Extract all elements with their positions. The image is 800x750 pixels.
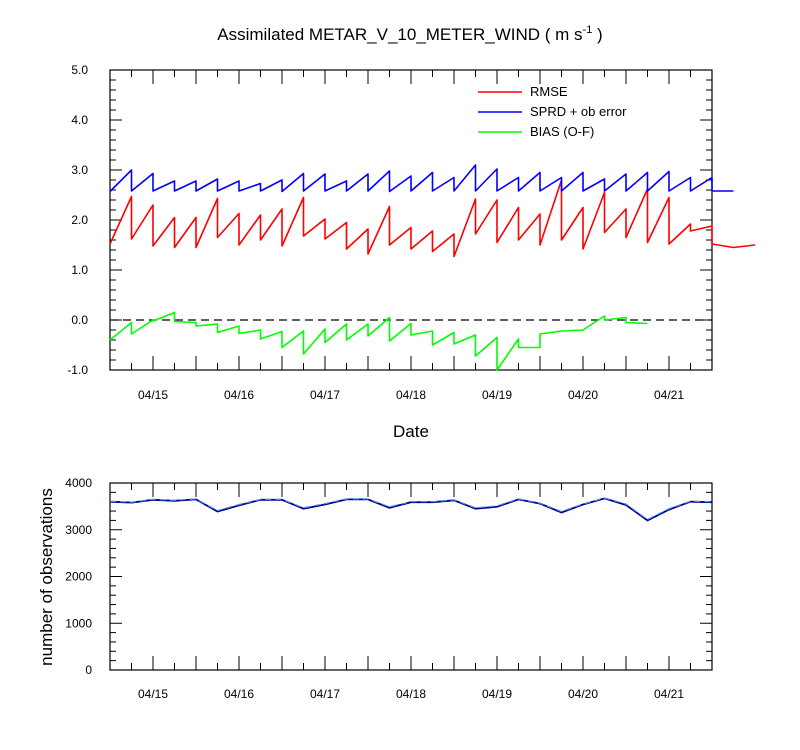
top-plot: 04/15 04/16 04/17 04/18 04/19 04/20 04/21 -1.0 0… (67, 63, 756, 402)
legend-label-sprd: SPRD + ob error (530, 104, 627, 119)
bottom-y-tick-label: 1000 (65, 616, 92, 630)
series-line-bias (109, 311, 648, 371)
top-x-tick-label: 04/19 (482, 388, 512, 402)
chart-title: Assimilated METAR_V_10_METER_WIND ( m s-… (217, 24, 602, 44)
legend: RMSE SPRD + ob error BIAS (O-F) (478, 84, 627, 139)
top-x-axis-title: Date (393, 422, 429, 441)
obs-count-line-1 (109, 497, 713, 521)
bottom-plot: 04/15 04/16 04/17 04/18 04/19 04/20 04/21 0 1000… (65, 476, 713, 701)
series-line-rmse (109, 179, 756, 258)
top-x-tick-label: 04/21 (654, 388, 684, 402)
top-y-tick-label: 4.0 (71, 113, 88, 127)
top-y-tick-label: 0.0 (71, 313, 88, 327)
top-y-tick-label: -1.0 (67, 363, 88, 377)
bottom-x-tick-label: 04/15 (138, 687, 168, 701)
bottom-y-tick-label: 2000 (65, 570, 92, 584)
top-x-tick-label: 04/17 (310, 388, 340, 402)
bottom-x-tick-label: 04/19 (482, 687, 512, 701)
series-line-sprd (109, 164, 734, 193)
top-x-tick-label: 04/15 (138, 388, 168, 402)
top-x-tick-label: 04/20 (568, 388, 598, 402)
top-y-tick-label: 3.0 (71, 163, 88, 177)
bottom-plot-frame (109, 482, 713, 671)
bottom-y-axis-title: number of observations (37, 488, 56, 666)
bottom-y-tick-label: 4000 (65, 476, 92, 490)
bottom-x-tick-label: 04/18 (396, 687, 426, 701)
top-y-tick-label: 1.0 (71, 263, 88, 277)
top-y-tick-label: 2.0 (71, 213, 88, 227)
bottom-y-tick-label: 0 (85, 663, 92, 677)
bottom-x-tick-label: 04/16 (224, 687, 254, 701)
top-x-tick-label: 04/18 (396, 388, 426, 402)
bottom-y-tick-label: 3000 (65, 523, 92, 537)
legend-label-bias: BIAS (O-F) (530, 124, 594, 139)
top-x-tick-label: 04/16 (224, 388, 254, 402)
bottom-x-tick-label: 04/21 (654, 687, 684, 701)
legend-label-rmse: RMSE (530, 84, 568, 99)
bottom-x-tick-label: 04/20 (568, 687, 598, 701)
top-y-tick-label: 5.0 (71, 63, 88, 77)
bottom-x-tick-label: 04/17 (310, 687, 340, 701)
